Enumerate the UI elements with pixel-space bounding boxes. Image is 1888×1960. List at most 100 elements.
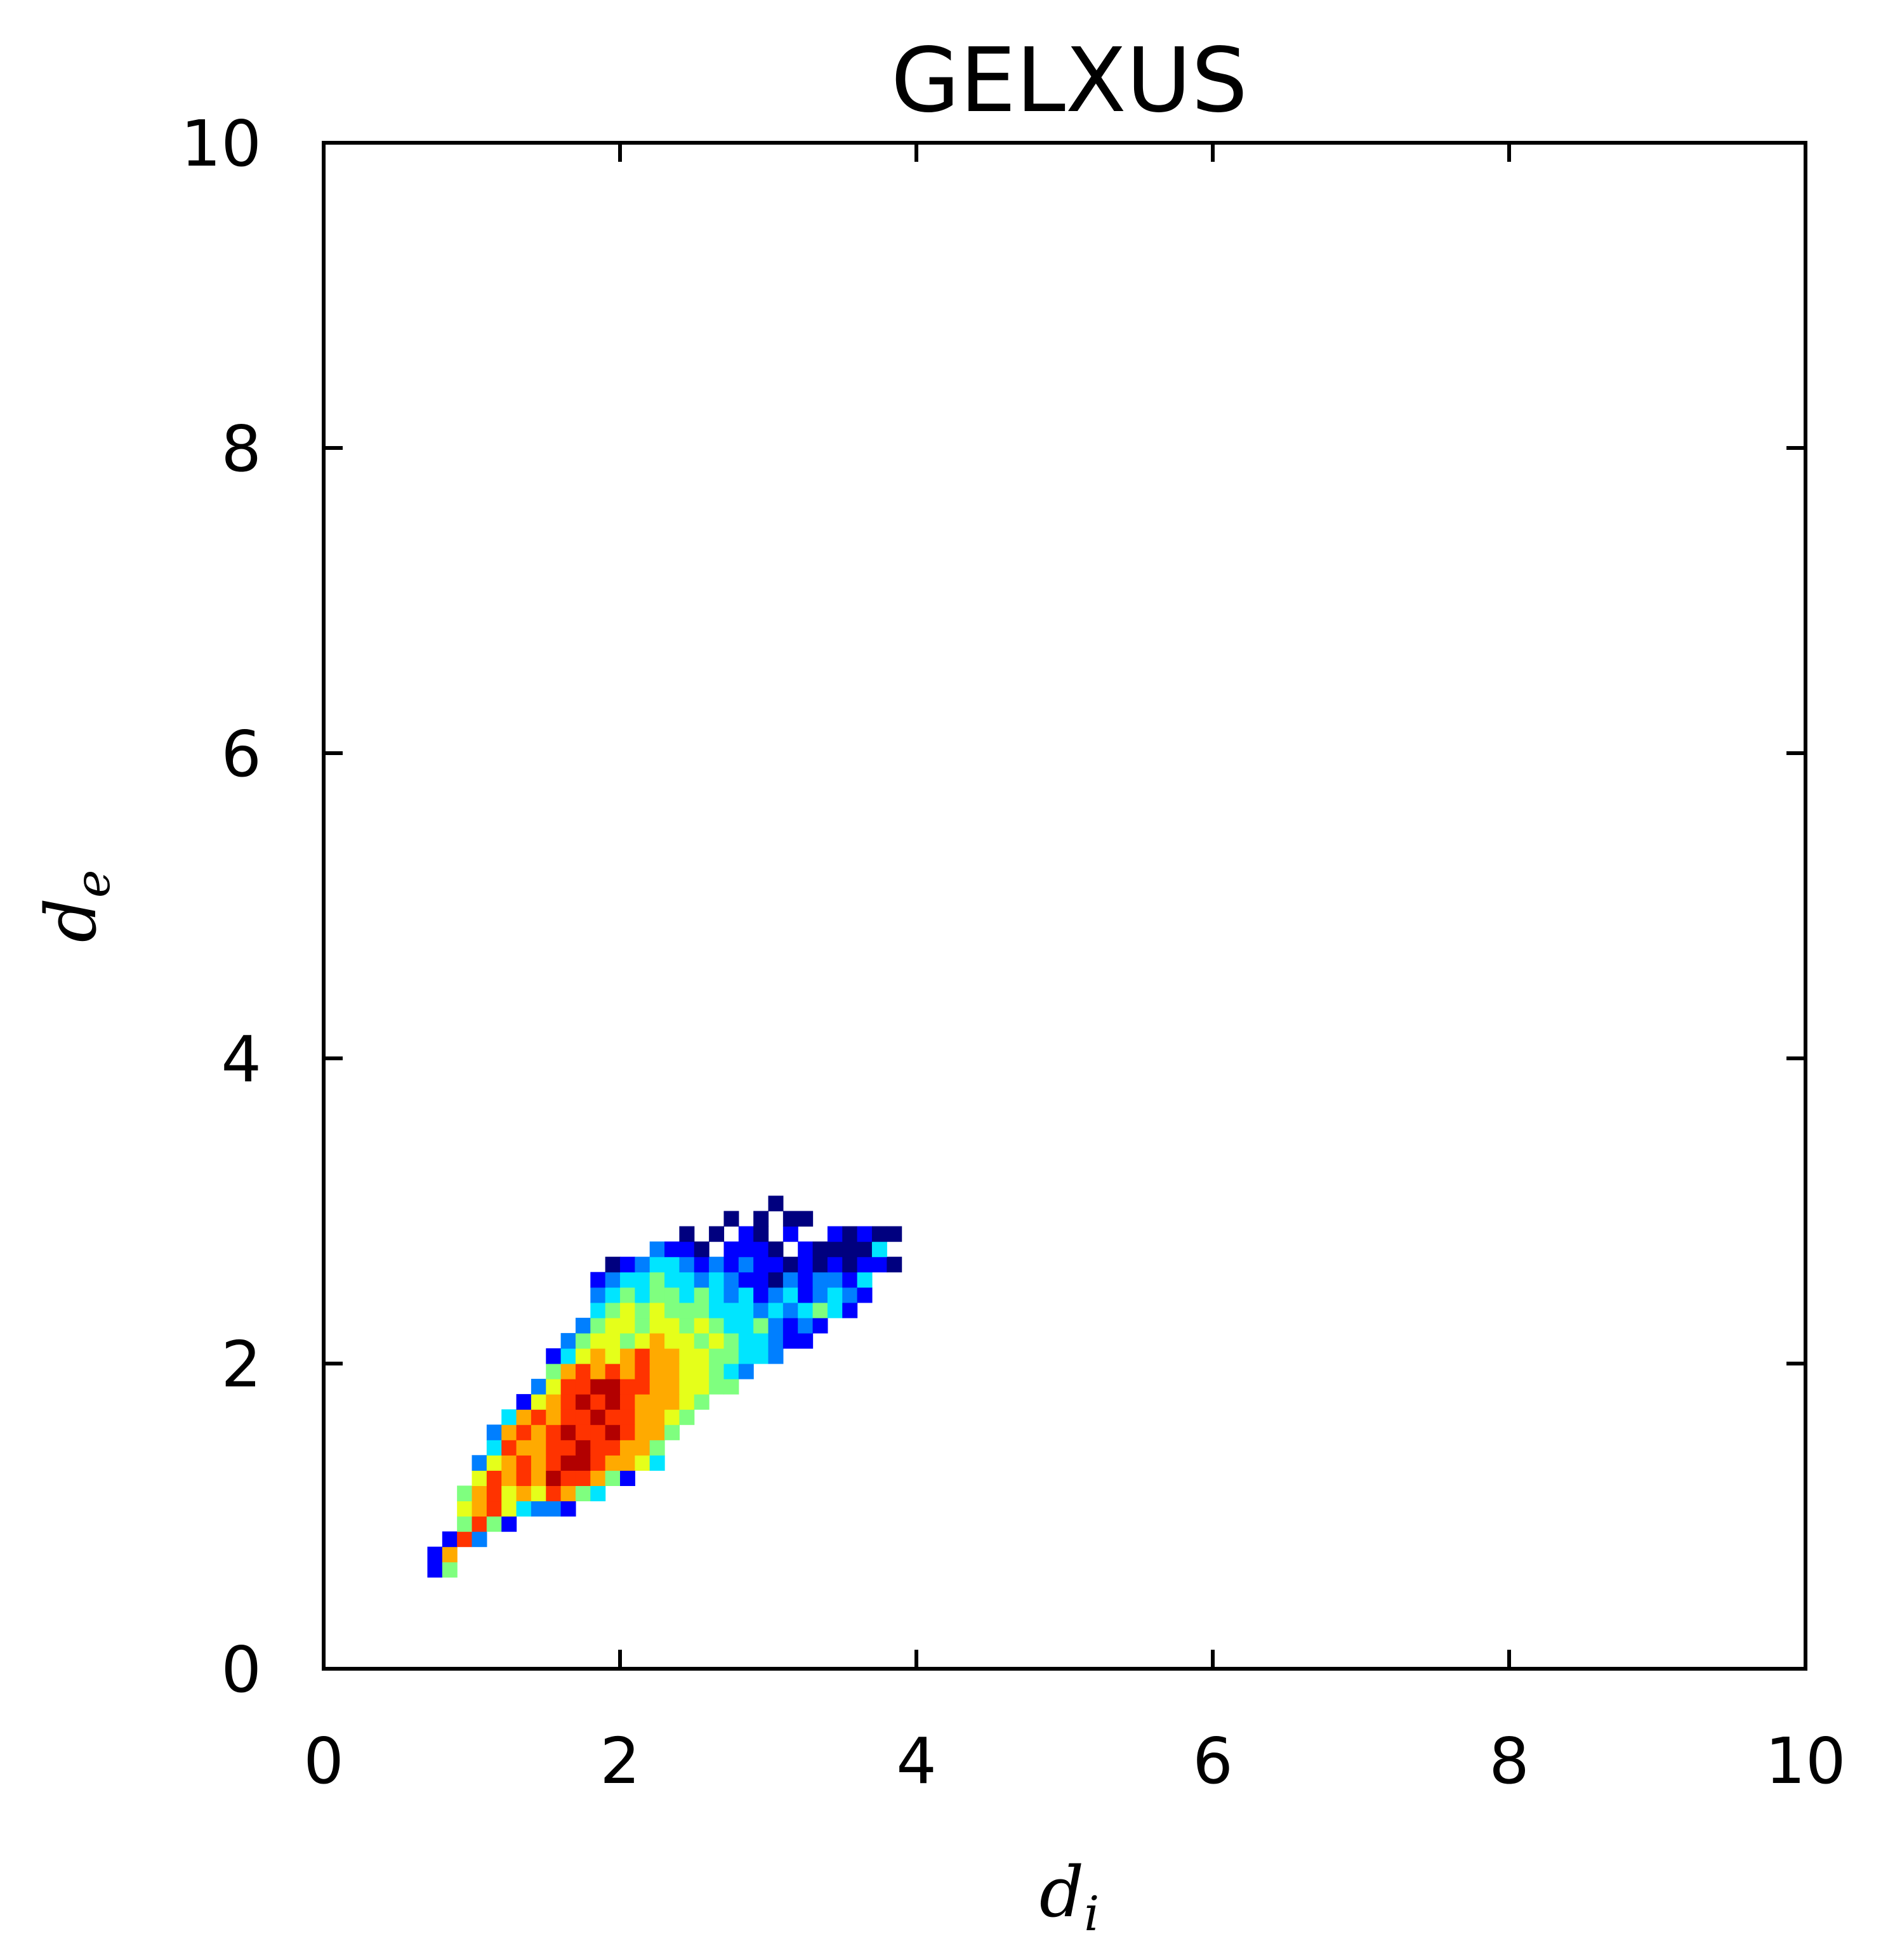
heatmap-cell [782,1287,798,1303]
heatmap-cell [738,1272,754,1288]
heatmap-cell [723,1364,739,1379]
heatmap-cell [605,1379,621,1395]
heatmap-cell [590,1455,606,1471]
heatmap-cell [679,1226,695,1242]
heatmap-cell [590,1272,606,1288]
heatmap-cell [620,1256,635,1273]
heatmap-cell [649,1455,665,1471]
heatmap-cell [575,1424,591,1440]
heatmap-cell [605,1287,621,1303]
chart-title: GELXUS [891,29,1248,133]
heatmap-cell [694,1256,710,1273]
heatmap-cell [620,1287,635,1303]
heatmap-cell [620,1409,635,1425]
heatmap-cell [738,1332,754,1349]
y-tick-label: 2 [221,1327,261,1402]
heatmap-cell [575,1364,591,1379]
heatmap-cell [782,1272,798,1288]
heatmap-cell [635,1409,650,1425]
heatmap-cell [694,1348,710,1364]
heatmap-cell [694,1394,710,1410]
heatmap-cell [590,1485,606,1502]
heatmap-cell [546,1424,562,1440]
heatmap-cell [516,1440,532,1456]
heatmap-cell [635,1440,650,1456]
heatmap-cell [472,1531,487,1548]
heatmap-cell [768,1317,784,1334]
heatmap-cell [723,1211,739,1227]
heatmap-cell [798,1302,814,1319]
heatmap-cell [635,1332,650,1349]
heatmap-cell [679,1332,695,1349]
heatmap-cell [694,1364,710,1379]
heatmap-cell [709,1302,725,1319]
heatmap-cell [649,1302,665,1319]
heatmap-cell [501,1485,517,1502]
heatmap-cell [531,1424,546,1440]
x-tick-label: 0 [303,1724,344,1798]
heatmap-cell [590,1424,606,1440]
heatmap-cell [501,1516,517,1532]
axis-ticks [322,141,1807,1671]
heatmap-cell [486,1485,502,1502]
heatmap-cell [812,1241,828,1258]
heatmap-cell [620,1394,635,1410]
y-tick-label: 6 [221,717,261,791]
heatmap-cell [605,1424,621,1440]
heatmap-cell [709,1379,725,1395]
heatmap-cell [694,1317,710,1334]
heatmap-cell [753,1302,769,1319]
heatmap-cell [516,1409,532,1425]
heatmap-cell [871,1241,887,1258]
heatmap-cell [575,1394,591,1410]
heatmap-cell [635,1317,650,1334]
heatmap-cell [887,1226,902,1242]
heatmap-cell [768,1272,784,1288]
y-axis-label-base: d [30,898,112,942]
heatmap-cell [605,1302,621,1319]
heatmap-cell [753,1287,769,1303]
heatmap-cell [560,1394,576,1410]
heatmap-cell [575,1455,591,1471]
heatmap-cell [664,1409,680,1425]
heatmap-cell [560,1332,576,1349]
heatmap-cell [546,1485,562,1502]
heatmap-cell [605,1409,621,1425]
heatmap-cell [768,1302,784,1319]
heatmap-cell [472,1485,487,1502]
x-tick-label: 8 [1489,1724,1529,1798]
heatmap-cell [798,1211,814,1227]
heatmap-cell [635,1272,650,1288]
x-axis-label: di [1040,1851,1099,1942]
heatmap-cell [486,1516,502,1532]
heatmap-cell [560,1364,576,1379]
heatmap-cell [798,1287,814,1303]
heatmap-cell [472,1455,487,1471]
heatmap-cell [560,1424,576,1440]
heatmap-cell [486,1501,502,1517]
heatmap-cell [605,1455,621,1471]
heatmap-cell [694,1332,710,1349]
heatmap-cell [590,1302,606,1319]
heatmap-cell [531,1394,546,1410]
heatmap-cell [635,1364,650,1379]
heatmap-cell [738,1226,754,1242]
heatmap-cell [590,1379,606,1395]
heatmap-cell [649,1256,665,1273]
heatmap-cell [531,1470,546,1486]
heatmap-cell [768,1287,784,1303]
heatmap-cell [649,1440,665,1456]
heatmap-cell [427,1562,443,1578]
heatmap-cell [635,1256,650,1273]
heatmap-cell [679,1394,695,1410]
heatmap-cell [664,1317,680,1334]
heatmap-cell [664,1348,680,1364]
heatmap-cell [664,1302,680,1319]
heatmap-cell [664,1332,680,1349]
heatmap-cell [620,1440,635,1456]
heatmap-cell [782,1317,798,1334]
heatmap-cell [635,1302,650,1319]
heatmap-cell [782,1226,798,1242]
y-tick-labels: 0 2 4 6 8 10 [181,107,261,1707]
